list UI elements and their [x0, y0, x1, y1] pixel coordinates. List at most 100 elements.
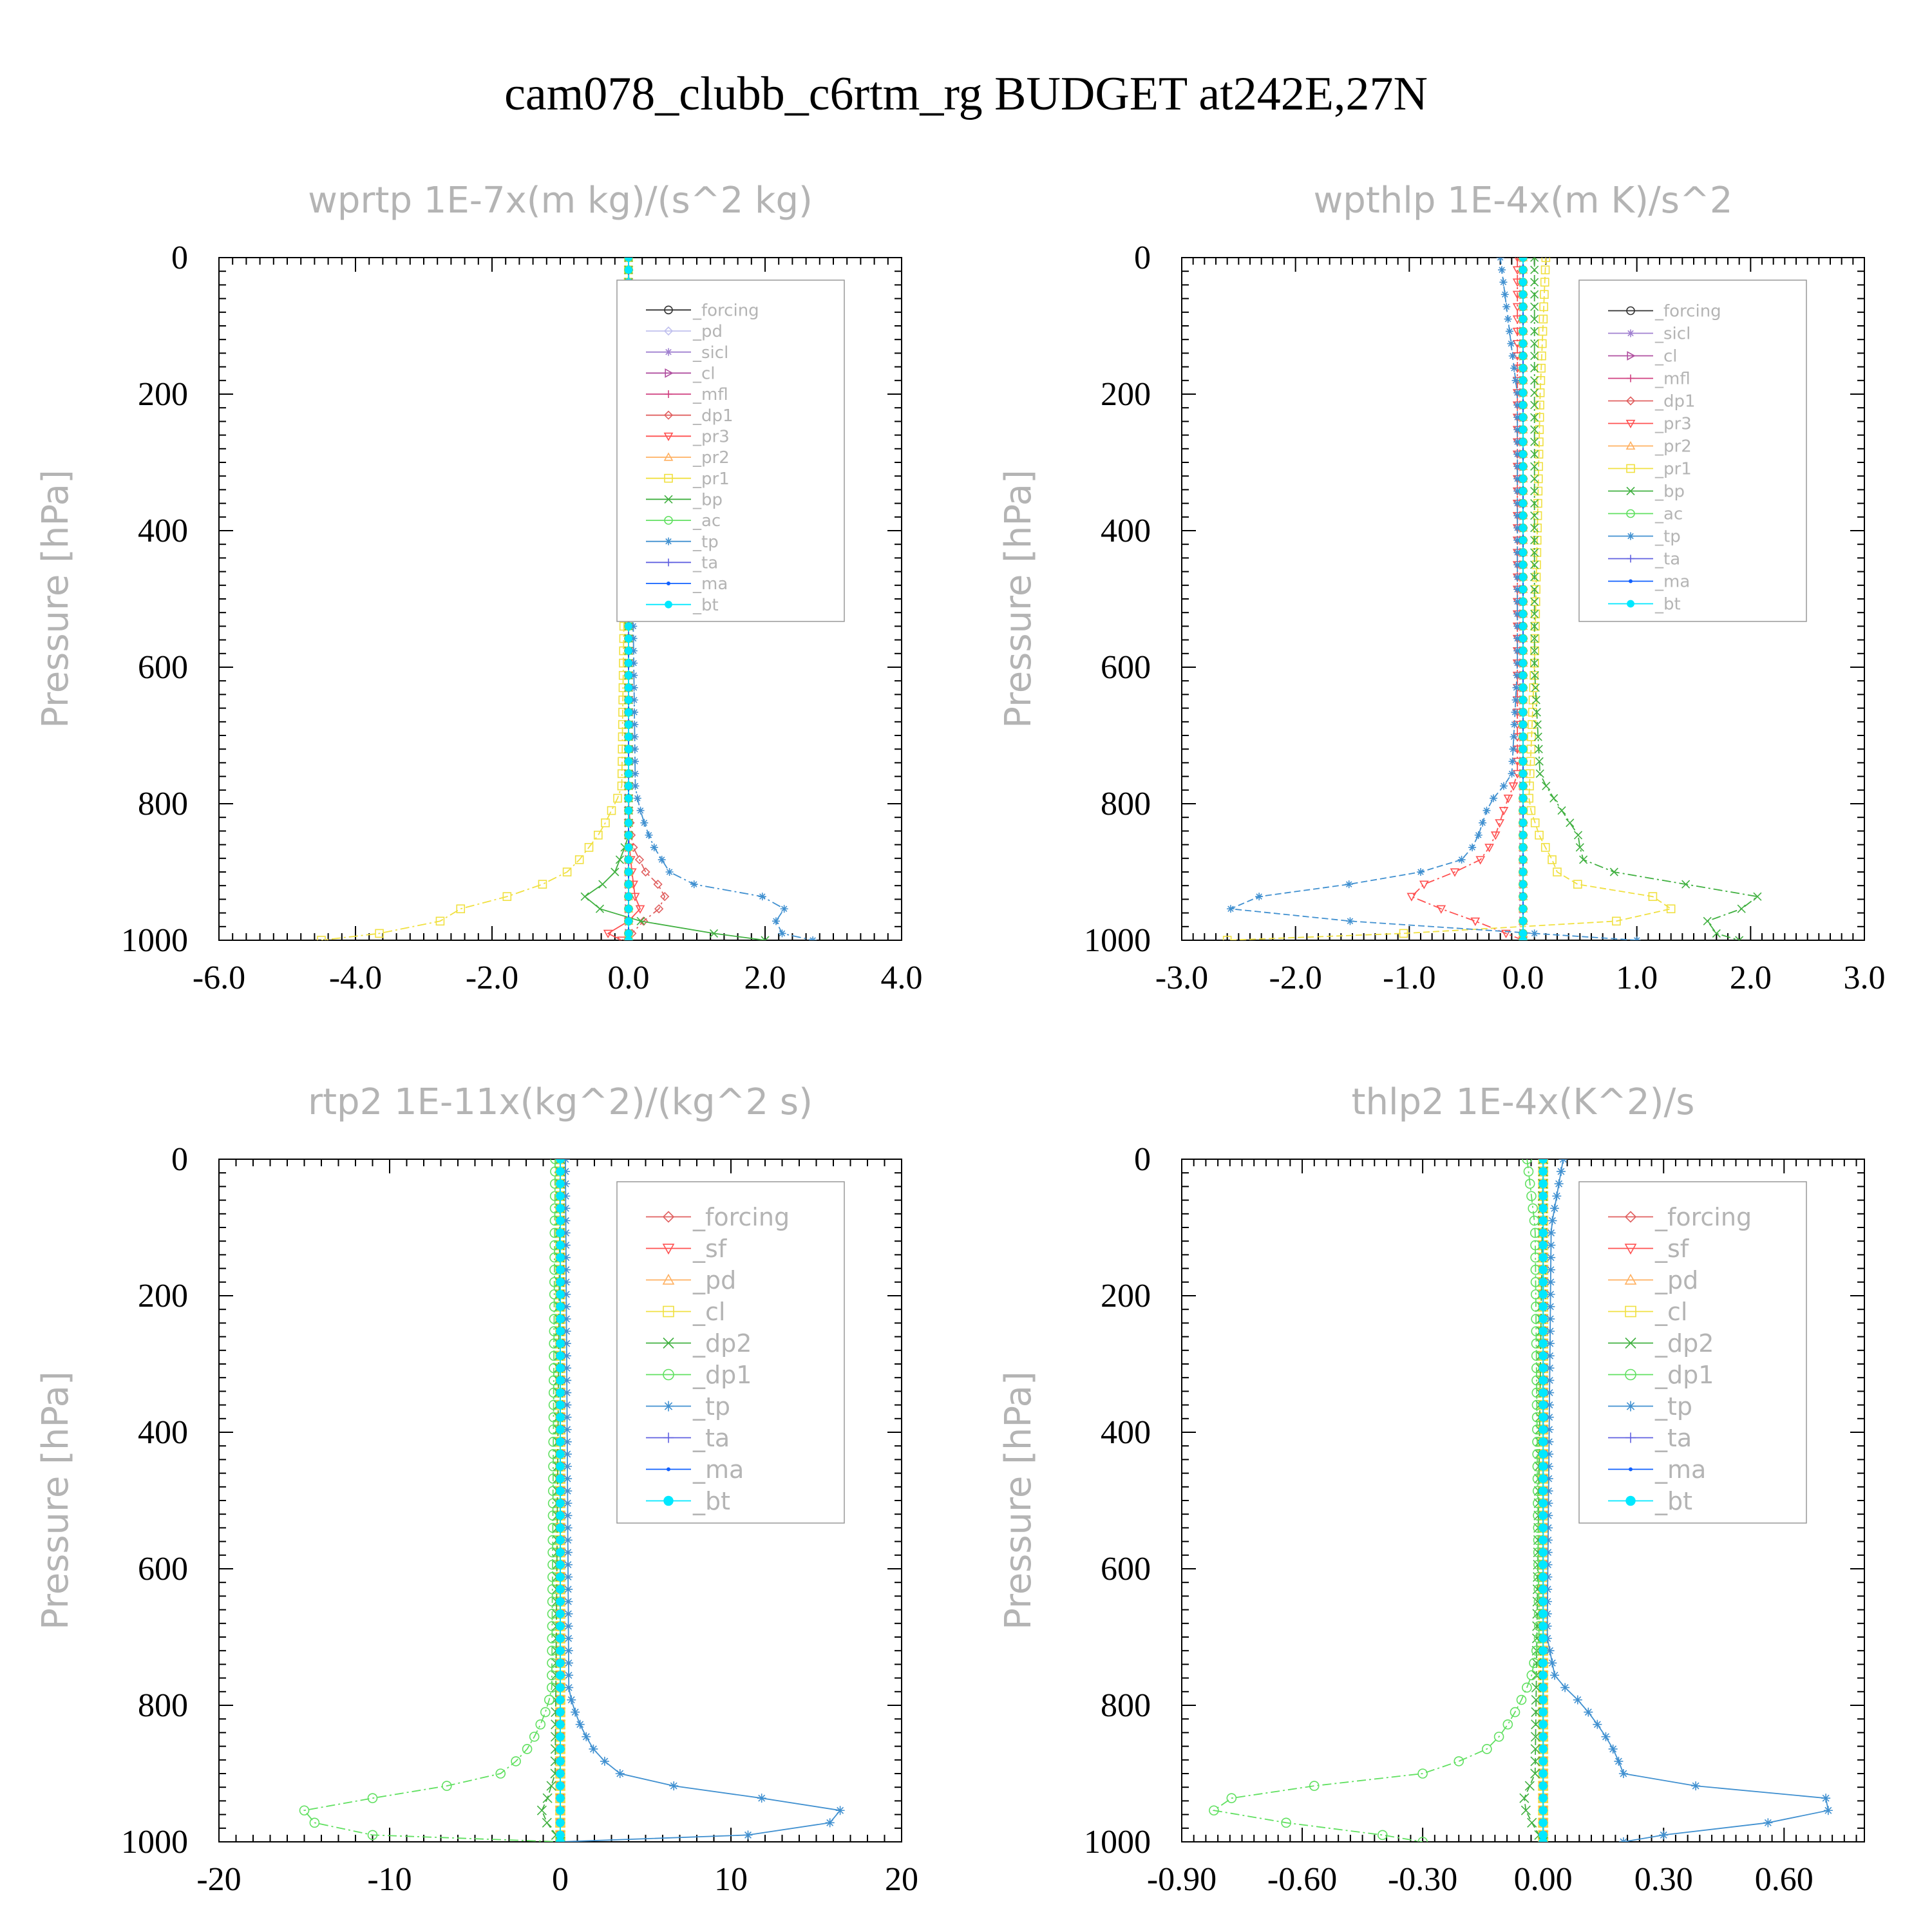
- legend-entry: _ta: [1608, 550, 1680, 569]
- data-point: [1530, 376, 1539, 385]
- data-point: [1417, 868, 1425, 876]
- data-point: [1539, 1622, 1548, 1631]
- data-point: [1530, 450, 1539, 459]
- x-tick-label: -0.60: [1267, 1861, 1337, 1898]
- data-point: [1513, 610, 1522, 618]
- legend-marker: [1625, 1305, 1636, 1318]
- data-point: [625, 831, 632, 839]
- data-point: [556, 1683, 565, 1692]
- data-point: [1519, 339, 1527, 348]
- data-point: [1539, 1732, 1548, 1741]
- legend-entry: _sicl: [1608, 325, 1690, 344]
- data-point: [561, 1216, 571, 1226]
- data-point: [1524, 1179, 1535, 1189]
- data-point: [1522, 1682, 1532, 1693]
- data-point: [1499, 782, 1508, 790]
- data-point: [1345, 880, 1353, 889]
- legend-label: _pr3: [1654, 415, 1692, 434]
- data-point: [1545, 1363, 1555, 1373]
- legend-label: _dp1: [692, 406, 734, 426]
- data-point: [690, 880, 698, 889]
- series-bt: [1519, 258, 1527, 940]
- data-point: [562, 1289, 571, 1299]
- data-point: [1659, 1830, 1669, 1840]
- data-point: [1539, 1474, 1548, 1483]
- data-point: [1537, 363, 1546, 373]
- data-point: [556, 1204, 565, 1213]
- data-point: [1509, 745, 1517, 753]
- y-tick-label: 800: [1101, 1687, 1151, 1724]
- data-point: [556, 1609, 565, 1618]
- legend-entry: _sicl: [646, 343, 728, 363]
- data-point: [1539, 1769, 1548, 1778]
- data-point: [441, 1781, 452, 1791]
- y-ticks: 0 200 400 600 800 1000: [121, 240, 902, 959]
- legend-marker: [663, 410, 674, 420]
- y-tick-label: 200: [138, 376, 188, 413]
- data-point: [625, 622, 632, 630]
- legend-marker: [1629, 1467, 1633, 1472]
- x-tick-label: -10: [367, 1861, 412, 1898]
- legend-entry: _ta: [1608, 1424, 1692, 1452]
- data-point: [1519, 499, 1527, 507]
- data-point: [1550, 1671, 1560, 1680]
- series-bp: [1530, 258, 1762, 940]
- legend-label: _ta: [692, 1424, 730, 1452]
- data-point: [825, 1818, 835, 1828]
- legend-entry: _ma: [1608, 573, 1690, 592]
- x-tick-label: 0: [552, 1861, 569, 1898]
- y-tick-label: 200: [138, 1278, 188, 1314]
- data-point: [1530, 486, 1539, 496]
- data-point: [1513, 671, 1521, 679]
- legend-label: _pr1: [692, 469, 730, 489]
- data-point: [1548, 855, 1557, 864]
- data-point: [1513, 450, 1522, 459]
- legend-label: _dp1: [1654, 1361, 1714, 1389]
- data-point: [317, 936, 326, 940]
- data-point: [625, 936, 632, 940]
- data-point: [1519, 258, 1527, 261]
- legend-entry: _bp: [1608, 482, 1685, 502]
- data-point: [598, 880, 607, 889]
- data-point: [1737, 904, 1746, 913]
- y-tick-label: 1000: [121, 922, 188, 959]
- data-point: [1539, 302, 1548, 312]
- data-point: [1513, 487, 1522, 495]
- y-tick-label: 200: [1101, 376, 1151, 413]
- legend-label: _sicl: [692, 343, 728, 363]
- data-point: [1377, 1830, 1388, 1841]
- data-point: [1516, 1694, 1527, 1705]
- data-point: [1531, 696, 1540, 705]
- data-point: [611, 867, 620, 876]
- data-point: [1513, 413, 1522, 422]
- series-pr1: [1222, 258, 1676, 940]
- data-point: [1501, 290, 1509, 299]
- data-point: [1519, 376, 1527, 384]
- data-point: [564, 1683, 574, 1692]
- data-point: [1513, 659, 1522, 667]
- legend-marker: [1625, 396, 1636, 406]
- data-point: [556, 1806, 565, 1815]
- panel-title: thlp2 1E-4x(K^2)/s: [1352, 1081, 1695, 1123]
- data-point: [1536, 375, 1546, 385]
- data-point: [650, 843, 658, 851]
- data-point: [601, 818, 610, 828]
- x-tick-label: 20: [885, 1861, 918, 1898]
- data-point: [625, 659, 632, 667]
- data-point: [1519, 893, 1527, 901]
- data-point: [1520, 1805, 1531, 1815]
- data-point: [556, 1400, 565, 1410]
- legend-marker: [665, 537, 672, 545]
- data-point: [1513, 499, 1522, 507]
- data-point: [556, 1388, 565, 1397]
- data-point: [625, 843, 632, 851]
- data-point: [1546, 1314, 1555, 1324]
- data-point: [1530, 388, 1539, 397]
- legend-label: _dp1: [1654, 392, 1696, 412]
- data-point: [1531, 609, 1540, 619]
- legend-entry: _cl: [1608, 347, 1678, 366]
- legend-entry: _dp1: [646, 1361, 752, 1389]
- x-tick-label: 3.0: [1844, 960, 1886, 996]
- data-point: [529, 1731, 540, 1742]
- data-point: [1530, 1756, 1540, 1766]
